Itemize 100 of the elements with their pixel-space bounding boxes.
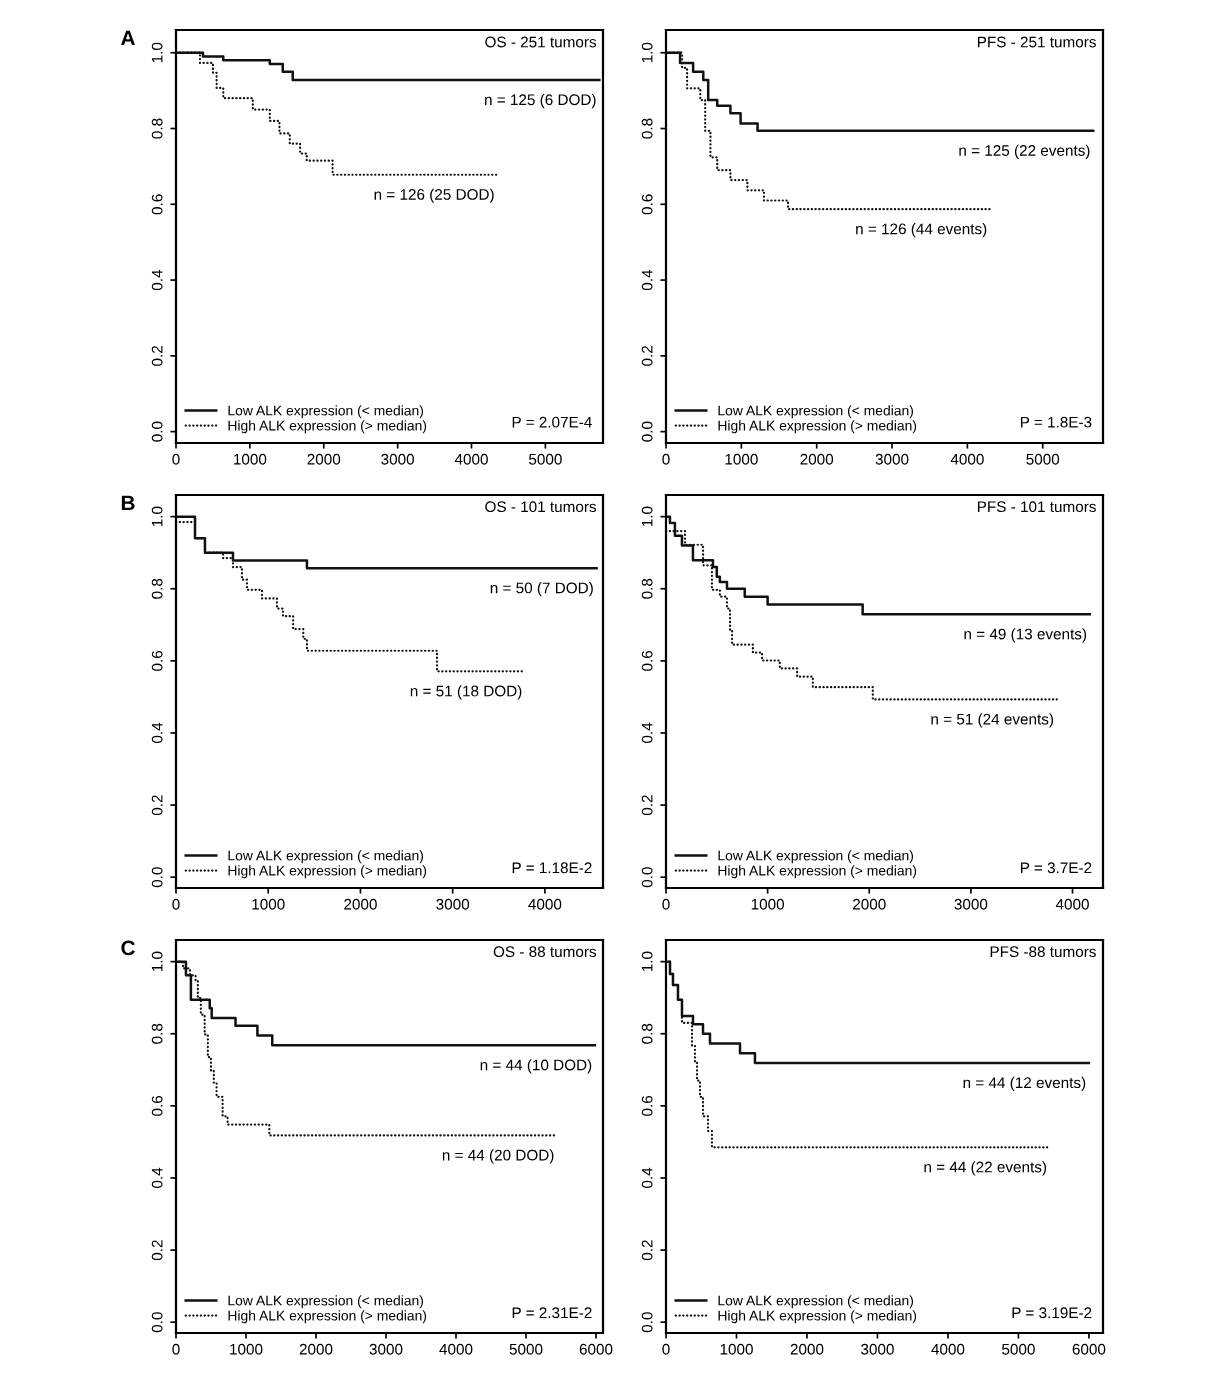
text: B [121,495,135,511]
x-tick-label: 5000 [1026,453,1060,465]
y-tick-label: 0.6 [151,1095,163,1116]
y-tick-label: 0.0 [641,1312,653,1333]
y-tick-label: 0.4 [641,269,653,291]
y-tick-label: 0.6 [641,650,653,671]
text: C [121,940,135,956]
y-tick-label: 0.0 [151,421,163,442]
y-tick-label: 0.4 [151,722,163,743]
x-tick-label: 0 [172,453,180,465]
x-tick-label: 2000 [299,1343,333,1355]
legend-label: High ALK expression (> median) [718,865,917,879]
y-tick-label: 0.8 [151,1023,163,1044]
y-tick-label: 1.0 [151,506,163,527]
y-tick-label: 0.2 [151,346,163,366]
annotation: n = 44 (10 DOD) [480,1059,592,1074]
x-tick-label: 1000 [725,453,758,465]
x-tick-label: 5000 [1002,1343,1035,1355]
annotation: P = 1.18E-2 [512,862,592,874]
legend-label: Low ALK expression (< median) [718,1295,914,1309]
x-tick-label: 2000 [790,1343,824,1355]
legend-label: Low ALK expression (< median) [228,405,424,419]
y-tick-label: 0.6 [151,194,163,215]
x-tick-label: 1000 [234,453,267,465]
y-tick-label: 0.0 [151,1312,163,1333]
x-tick-label: 0 [172,898,180,910]
annotation: n = 51 (18 DOD) [410,685,522,700]
y-tick-label: 0.8 [641,578,653,599]
legend-label: Low ALK expression (< median) [228,1295,424,1309]
y-tick-label: 0.2 [151,1240,163,1261]
y-tick-label: 0.2 [641,346,653,366]
chart-title: OS - 101 tumors [485,501,597,513]
legend-label: Low ALK expression (< median) [718,850,914,864]
y-tick-label: 1.0 [151,42,163,63]
y-tick-label: 0.2 [641,1240,653,1261]
annotation: n = 44 (22 events) [924,1161,1047,1176]
legend-label: High ALK expression (> median) [718,1310,917,1324]
legend-label: High ALK expression (> median) [228,420,427,434]
x-tick-label: 3000 [861,1343,894,1355]
x-tick-label: 1000 [751,898,785,910]
legend-label: High ALK expression (> median) [228,865,427,879]
chart-title: PFS - 101 tumors [977,501,1096,513]
x-tick-label: 3000 [381,453,415,465]
y-tick-label: 0.6 [641,1095,653,1116]
x-tick-label: 4000 [439,1343,473,1355]
annotation: n = 44 (20 DOD) [442,1149,554,1164]
annotation: n = 126 (25 DOD) [374,188,494,203]
x-tick-label: 0 [662,1343,670,1355]
legend-label: Low ALK expression (< median) [718,405,914,419]
annotation: P = 2.07E-4 [512,416,592,428]
y-tick-label: 1.0 [641,42,653,63]
y-tick-label: 0.4 [641,1167,653,1188]
chart-title: OS - 251 tumors [485,36,597,48]
y-tick-label: 1.0 [151,951,163,972]
x-tick-label: 6000 [579,1343,613,1355]
x-tick-label: 3000 [954,898,988,910]
annotation: n = 44 (12 events) [963,1076,1086,1092]
x-tick-label: 6000 [1072,1343,1106,1355]
annotation: n = 125 (6 DOD) [485,93,596,109]
annotation: n = 49 (13 events) [964,628,1087,643]
x-tick-label: 3000 [436,898,470,910]
text: A [121,30,135,46]
y-tick-label: 0.8 [151,118,163,139]
annotation: n = 126 (44 events) [856,223,987,238]
y-tick-label: 1.0 [641,506,653,527]
x-tick-label: 0 [662,898,670,910]
x-tick-label: 1000 [230,1343,263,1355]
x-tick-label: 5000 [509,1343,543,1355]
legend-label: Low ALK expression (< median) [228,850,424,864]
x-tick-label: 5000 [529,453,562,465]
y-tick-label: 1.0 [641,951,653,972]
x-tick-label: 3000 [875,453,909,465]
annotation: P = 3.7E-2 [1020,862,1092,874]
annotation: P = 3.19E-2 [1012,1307,1092,1319]
legend-label: High ALK expression (> median) [718,420,917,434]
x-tick-label: 2000 [344,898,377,910]
y-tick-label: 0.2 [151,795,163,816]
x-tick-label: 2000 [853,898,886,910]
legend-label: High ALK expression (> median) [228,1310,427,1324]
y-tick-label: 0.2 [641,795,653,816]
x-tick-label: 4000 [454,453,488,465]
y-tick-label: 0.6 [641,194,653,215]
x-tick-label: 0 [172,1343,180,1355]
y-tick-label: 0.8 [641,118,653,139]
chart-title: PFS - 251 tumors [977,36,1096,48]
x-tick-label: 4000 [950,453,984,465]
annotation: n = 125 (22 events) [959,144,1090,159]
y-tick-label: 0.8 [641,1023,653,1044]
chart-title: PFS -88 tumors [990,946,1096,958]
annotation: n = 50 (7 DOD) [490,582,593,597]
y-tick-label: 0.8 [151,578,163,599]
y-tick-label: 0.4 [151,1167,163,1188]
x-tick-label: 2000 [800,453,834,465]
x-tick-label: 1000 [720,1343,753,1355]
x-tick-label: 2000 [307,453,341,465]
annotation: P = 2.31E-2 [512,1307,592,1319]
x-tick-label: 4000 [931,1343,965,1355]
x-tick-label: 4000 [1055,898,1089,910]
y-tick-label: 0.0 [151,867,163,888]
x-tick-label: 0 [662,453,670,465]
